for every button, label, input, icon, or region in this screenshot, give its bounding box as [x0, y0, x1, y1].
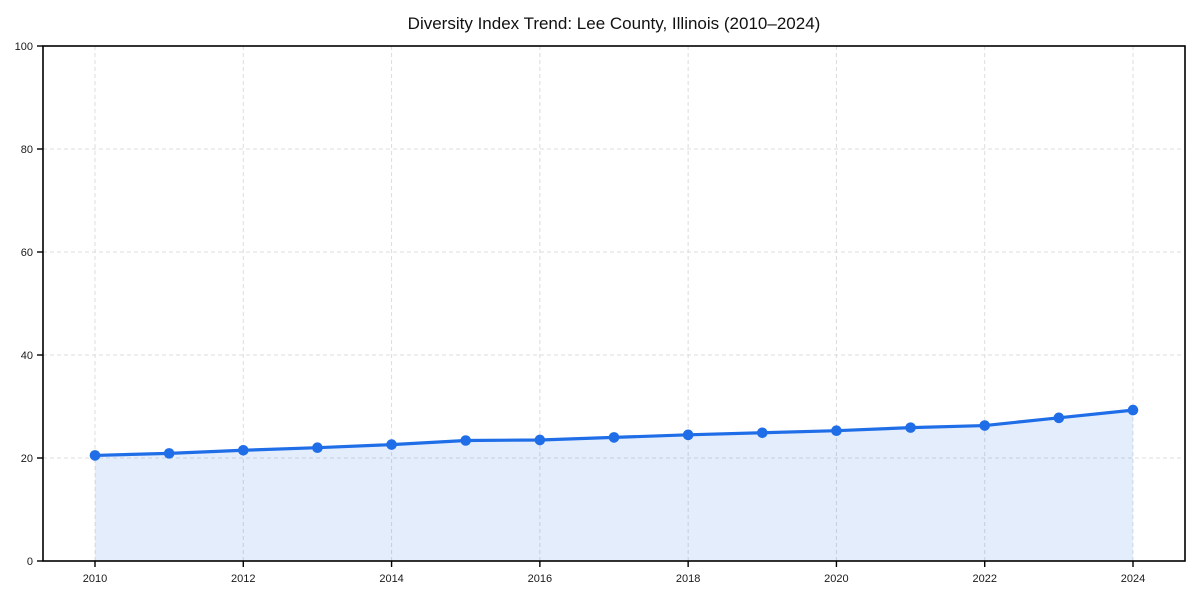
- y-tick-label: 100: [15, 41, 33, 53]
- x-tick-label: 2016: [528, 573, 552, 585]
- chart-title: Diversity Index Trend: Lee County, Illin…: [407, 14, 821, 33]
- data-point-2015: [460, 435, 472, 446]
- x-tick-label: 2020: [824, 573, 848, 585]
- data-point-2022: [979, 420, 991, 431]
- x-tick-label: 2014: [379, 573, 403, 585]
- y-tick-label: 60: [21, 247, 33, 259]
- x-tick-label: 2024: [1121, 573, 1145, 585]
- data-point-2011: [163, 448, 175, 459]
- area-fill: [95, 410, 1133, 561]
- data-point-2010: [89, 450, 101, 461]
- data-point-2021: [905, 422, 916, 433]
- data-point-2023: [1053, 412, 1065, 424]
- plot-border: [42, 45, 1186, 562]
- data-point-2018: [682, 429, 694, 441]
- data-point-2020: [831, 425, 842, 437]
- data-point-2017: [608, 432, 620, 443]
- y-tick-label: 40: [21, 350, 33, 362]
- y-tick-label: 20: [21, 453, 33, 465]
- x-tick-label: 2018: [676, 573, 700, 585]
- data-point-2019: [756, 427, 768, 439]
- y-tick-label: 80: [21, 144, 33, 156]
- data-point-2024: [1127, 404, 1139, 416]
- data-point-2016: [534, 434, 546, 446]
- x-tick-label: 2012: [231, 573, 255, 585]
- y-tick-label: 0: [27, 556, 33, 568]
- x-tick-label: 2010: [83, 573, 107, 585]
- data-point-2014: [386, 439, 397, 450]
- data-point-2013: [312, 442, 323, 454]
- data-point-2012: [237, 444, 249, 456]
- x-tick-label: 2022: [972, 573, 996, 585]
